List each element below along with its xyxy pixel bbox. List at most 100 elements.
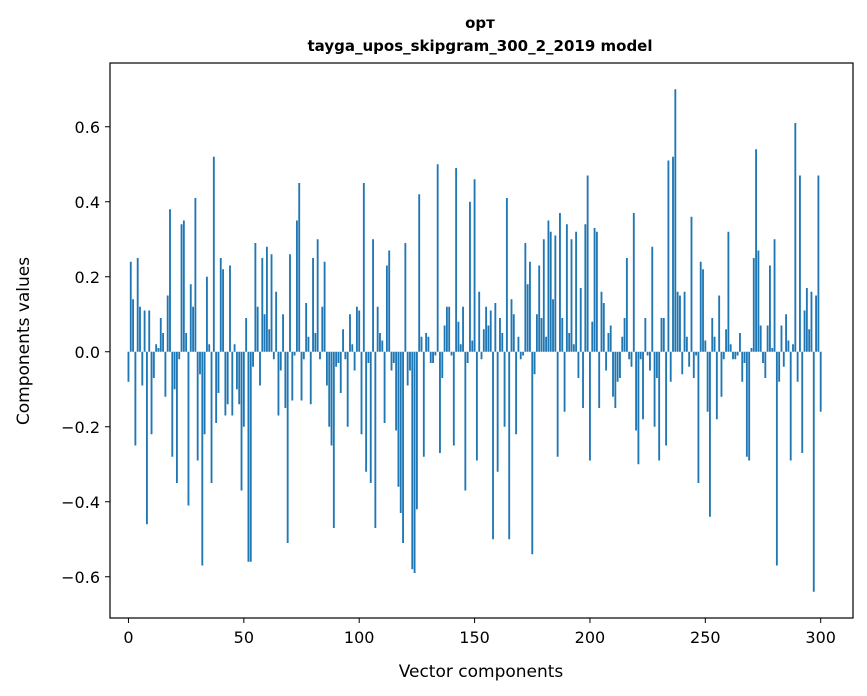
bar-287: [789, 351, 792, 461]
bar-148: [469, 201, 471, 352]
bar-64: [275, 291, 278, 352]
bar-276: [764, 351, 767, 378]
bar-38: [215, 351, 218, 423]
bar-185: [554, 235, 557, 352]
bar-220: [635, 351, 638, 431]
bar-19: [171, 351, 174, 457]
bar-68: [284, 351, 287, 408]
bar-182: [547, 220, 550, 352]
bar-257: [720, 351, 723, 397]
bar-67: [282, 314, 284, 352]
bar-55: [254, 243, 257, 352]
bar-256: [718, 295, 721, 352]
bar-159: [494, 303, 497, 352]
bar-192: [570, 239, 573, 352]
bar-194: [575, 231, 578, 352]
bar-61: [268, 329, 271, 352]
bar-163: [503, 351, 506, 427]
bar-296: [810, 291, 813, 352]
bar-239: [679, 295, 681, 352]
bar-128: [422, 351, 425, 457]
bar-89: [332, 351, 335, 528]
x-axis-ticks: 0 50 100 150 200 250 300: [123, 618, 836, 647]
bar-273: [757, 250, 760, 352]
bar-232: [662, 318, 665, 352]
y-tick-label: 0.6: [75, 118, 100, 137]
bar-73: [295, 220, 298, 352]
bar-42: [224, 351, 227, 416]
bar-36: [210, 351, 213, 483]
bar-208: [607, 333, 610, 352]
bar-203: [595, 231, 598, 352]
bar-48: [238, 351, 241, 405]
bar-81: [314, 333, 317, 352]
bar-230: [658, 351, 661, 461]
y-axis-label: Components values: [14, 257, 34, 425]
bar-291: [799, 175, 801, 352]
bar-133: [434, 351, 437, 356]
bar-242: [685, 336, 688, 352]
bar-71: [291, 351, 294, 401]
bar-32: [201, 351, 204, 566]
bar-135: [439, 351, 441, 453]
bar-66: [279, 351, 282, 371]
bar-82: [316, 239, 319, 352]
bar-20: [173, 351, 176, 390]
bar-26: [187, 351, 190, 506]
bar-97: [351, 344, 354, 352]
bar-201: [591, 321, 594, 352]
bar-87: [328, 351, 331, 427]
bar-228: [653, 351, 656, 427]
bar-200: [589, 351, 591, 461]
bar-136: [441, 351, 444, 378]
bar-145: [462, 306, 464, 352]
bar-22: [178, 351, 181, 360]
bar-121: [406, 351, 409, 386]
bar-51: [245, 318, 248, 352]
bar-15: [162, 333, 164, 352]
bar-174: [529, 261, 531, 352]
bar-83: [319, 351, 321, 360]
bar-18: [169, 209, 171, 352]
x-tick-label: 0: [123, 628, 133, 647]
bar-58: [261, 258, 264, 352]
x-tick-label: 300: [805, 628, 836, 647]
bar-53: [249, 351, 252, 562]
bar-40: [219, 258, 222, 352]
bar-190: [565, 224, 568, 352]
bar-72: [293, 351, 296, 356]
bar-113: [388, 250, 391, 352]
bar-11: [152, 351, 155, 378]
bar-60: [265, 246, 268, 352]
bar-35: [208, 344, 211, 352]
bar-116: [395, 351, 398, 431]
bar-221: [637, 351, 640, 465]
bar-65: [277, 351, 280, 416]
bar-266: [741, 351, 744, 382]
bar-225: [646, 351, 649, 356]
bar-4: [136, 258, 139, 352]
y-tick-label: 0.4: [75, 193, 100, 212]
bar-178: [538, 265, 541, 352]
bar-108: [376, 306, 379, 352]
bar-166: [510, 299, 513, 352]
bar-284: [782, 351, 785, 367]
bar-274: [759, 325, 762, 352]
bar-213: [619, 351, 621, 378]
bar-17: [166, 295, 169, 352]
y-tick-label: −0.4: [61, 493, 100, 512]
bar-151: [475, 351, 478, 461]
bar-10: [150, 351, 153, 435]
bar-88: [330, 351, 333, 446]
bar-93: [342, 329, 344, 352]
bar-165: [508, 351, 511, 540]
bar-175: [531, 351, 534, 555]
bar-282: [778, 351, 781, 382]
bar-222: [639, 351, 642, 360]
bar-267: [743, 351, 746, 363]
bar-142: [455, 168, 458, 352]
bar-180: [542, 239, 545, 352]
bar-283: [780, 325, 783, 352]
bar-33: [203, 351, 206, 435]
bar-125: [415, 351, 418, 510]
